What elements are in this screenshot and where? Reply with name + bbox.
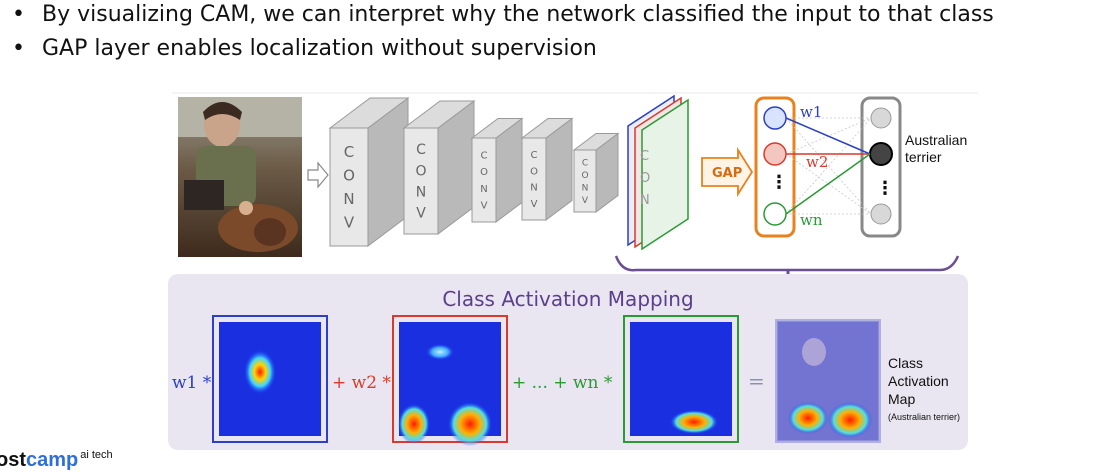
cam-term-w1: w1 * bbox=[172, 373, 212, 393]
conv-letter: N bbox=[416, 185, 426, 201]
logo-part2: camp bbox=[26, 449, 79, 471]
result-label: Map bbox=[888, 391, 915, 407]
cam-panel bbox=[168, 274, 968, 450]
conv-letter: O bbox=[581, 171, 588, 181]
conv-letter: V bbox=[582, 196, 589, 206]
conv-letter: N bbox=[343, 190, 354, 208]
heatmap-1 bbox=[219, 322, 321, 436]
output-class-label: Australian bbox=[905, 132, 967, 148]
dense-connections bbox=[785, 117, 872, 215]
class-activation-map-image bbox=[775, 319, 881, 443]
gap-node-column bbox=[754, 96, 796, 238]
conv-letter: V bbox=[344, 214, 355, 232]
conv-letter: C bbox=[344, 143, 354, 161]
gap-ellipsis: ⋮ bbox=[770, 172, 788, 193]
conv-letter: N bbox=[480, 184, 487, 195]
input-photo bbox=[178, 97, 302, 257]
conv-letter: C bbox=[582, 159, 588, 169]
conv-letter: V bbox=[531, 199, 538, 210]
boostcamp-logo: ostcamp ai tech bbox=[0, 449, 113, 472]
conv-letter: O bbox=[415, 163, 426, 179]
heatmap-2 bbox=[398, 322, 501, 446]
conv-letter: N bbox=[530, 183, 537, 194]
conv-letter: O bbox=[343, 166, 355, 184]
gap-node-green bbox=[763, 202, 787, 226]
logo-part1: ost bbox=[0, 449, 26, 471]
cam-term-w2: + w2 * bbox=[332, 373, 391, 393]
weight-edge-blue bbox=[785, 117, 871, 155]
bracket bbox=[614, 255, 960, 272]
weight-label-w1: w1 bbox=[800, 103, 822, 121]
input-arrow-icon bbox=[307, 161, 329, 189]
cam-term-wn: + ... + wn * bbox=[512, 373, 613, 393]
result-label: Activation bbox=[888, 373, 949, 389]
conv-letter: V bbox=[481, 201, 488, 212]
output-class-label: terrier bbox=[905, 149, 942, 165]
weight-edge-green bbox=[785, 153, 871, 215]
feature-map-label: C bbox=[640, 149, 649, 164]
conv-letter: O bbox=[480, 167, 488, 178]
output-node bbox=[870, 203, 892, 225]
logo-sup: ai tech bbox=[80, 449, 113, 461]
bullet-text: GAP layer enables localization without s… bbox=[42, 36, 597, 61]
conv-block bbox=[403, 127, 439, 235]
heatmap-n bbox=[630, 322, 732, 436]
gap-node-red bbox=[763, 142, 787, 166]
bullet-dot-icon: • bbox=[12, 2, 25, 27]
conv-letter: N bbox=[582, 183, 589, 193]
cam-equals: = bbox=[748, 369, 765, 393]
output-node-column bbox=[860, 96, 902, 238]
bullet-dot-icon: • bbox=[12, 36, 25, 61]
weight-label-w2: w2 bbox=[806, 153, 828, 171]
output-node-active bbox=[869, 142, 893, 166]
output-ellipsis: ⋮ bbox=[876, 178, 894, 199]
conv-letter: V bbox=[416, 206, 426, 222]
result-label: Class bbox=[888, 355, 923, 371]
conv-letter: C bbox=[481, 150, 488, 161]
bullet-text: By visualizing CAM, we can interpret why… bbox=[42, 2, 994, 27]
gap-node-blue bbox=[763, 106, 787, 130]
cam-title: Class Activation Mapping bbox=[442, 287, 693, 311]
feature-maps: C O N bbox=[627, 94, 689, 251]
output-node bbox=[870, 107, 892, 129]
conv-letter: O bbox=[530, 166, 538, 177]
heatmap-frame-green bbox=[623, 315, 739, 443]
conv-block bbox=[471, 137, 497, 223]
heatmap-frame-red bbox=[392, 315, 508, 443]
conv-block bbox=[329, 127, 369, 247]
conv-letter: C bbox=[531, 150, 538, 161]
feature-map-label: O bbox=[640, 171, 650, 186]
conv-letter: C bbox=[416, 142, 426, 158]
gap-arrow: GAP bbox=[701, 146, 754, 198]
result-note: (Australian terrier) bbox=[888, 412, 960, 422]
conv-block bbox=[521, 137, 547, 221]
feature-map-label: N bbox=[640, 193, 650, 208]
heatmap-frame-blue bbox=[212, 315, 328, 443]
weight-label-wn: wn bbox=[800, 211, 823, 229]
gap-label: GAP bbox=[712, 166, 742, 181]
conv-block bbox=[573, 149, 597, 213]
